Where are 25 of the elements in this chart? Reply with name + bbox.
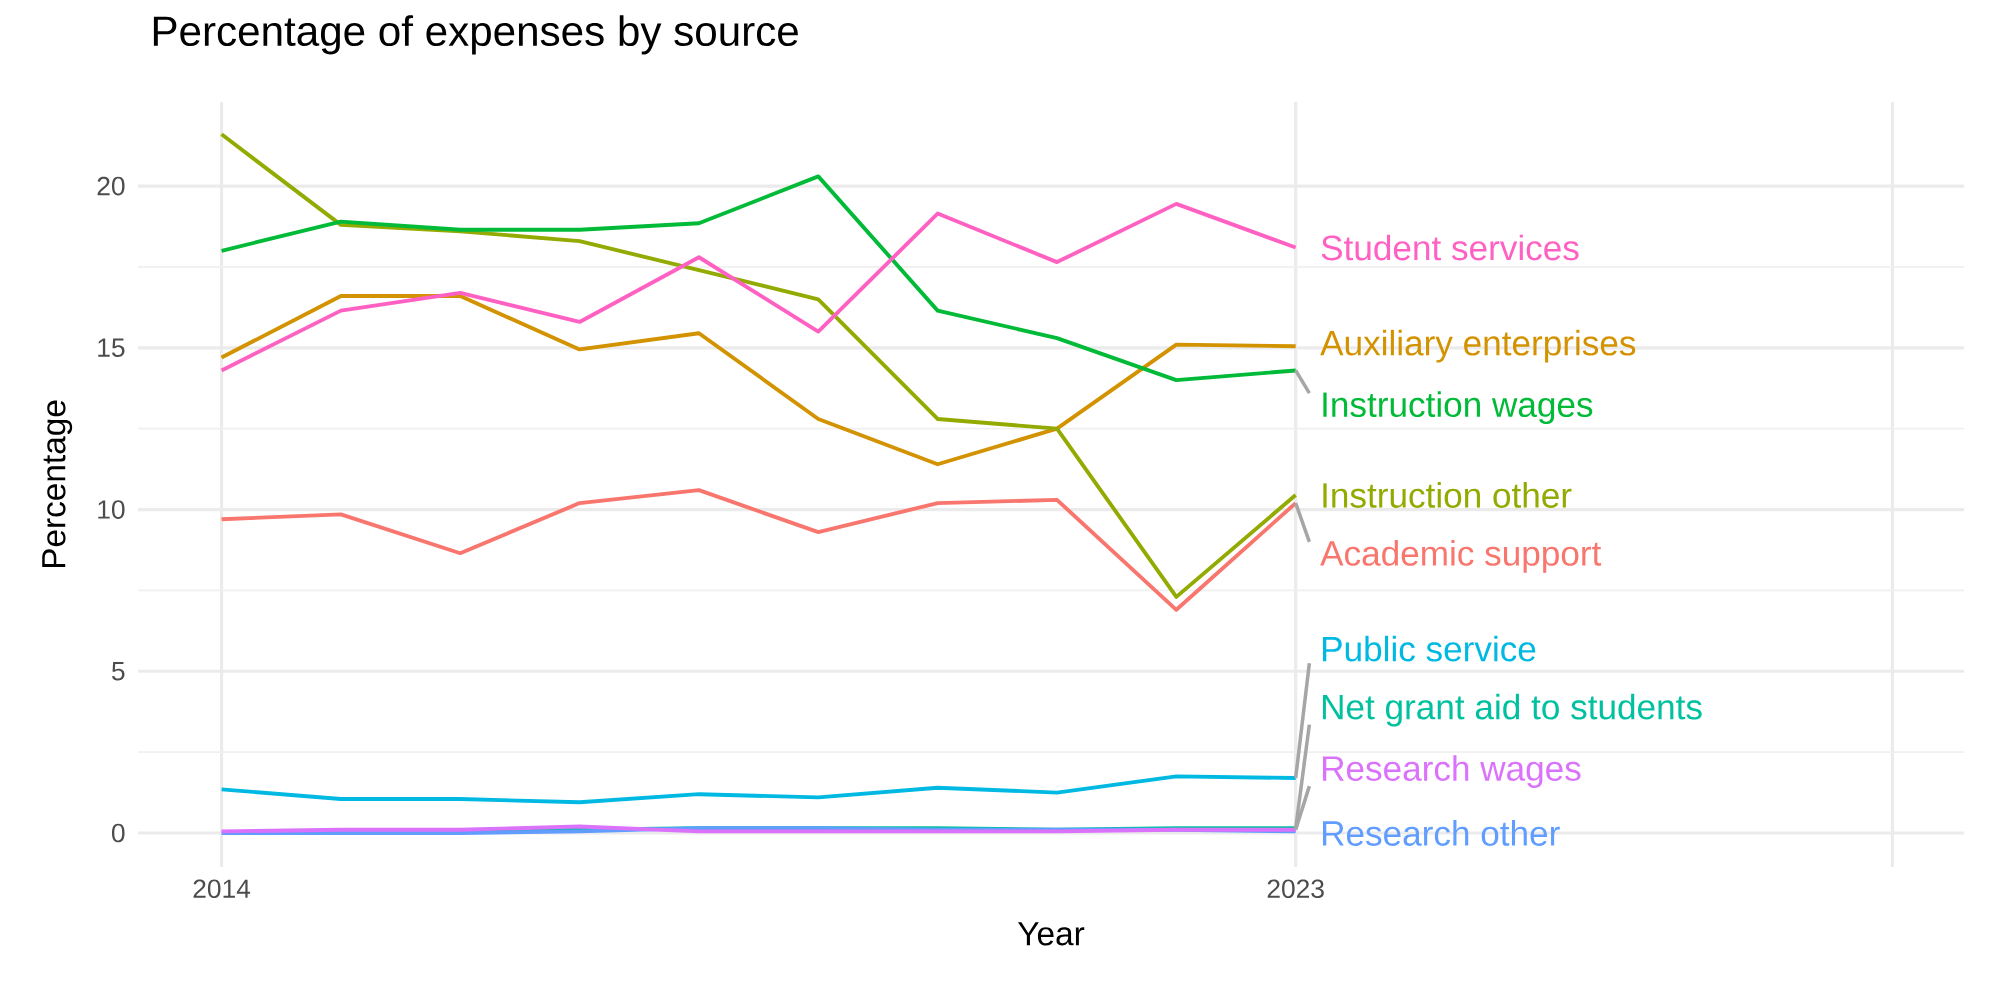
x-tick-label: 2014	[193, 879, 251, 899]
line-series	[219, 294, 1298, 467]
y-tick-label: 20	[97, 176, 125, 196]
y-tick-label: 5	[111, 662, 125, 681]
line-series	[219, 132, 1298, 599]
series-label: Instruction other	[1323, 482, 1572, 508]
line-series	[219, 488, 1298, 612]
text: Net grant aid to students	[1322, 693, 1702, 727]
x-tick-label: 2023	[1267, 879, 1324, 899]
series-label: Student services	[1321, 234, 1579, 261]
y-tick-label: 15	[98, 338, 125, 358]
y-axis-title: Percentage	[42, 400, 73, 568]
x-axis-title: Year	[1018, 922, 1085, 946]
series-label: Academic support	[1320, 540, 1602, 573]
line-series	[219, 174, 1298, 383]
line-series	[219, 774, 1298, 805]
series-label: Research wages	[1322, 755, 1581, 788]
chart-title: Percentage of expenses by source	[153, 15, 798, 55]
line-series	[219, 201, 1298, 373]
series-label: Instruction wages	[1323, 391, 1593, 425]
y-tick-label: 0	[111, 823, 125, 843]
y-tick-label: 10	[98, 500, 125, 519]
series-label: Research other	[1322, 820, 1560, 846]
series-label: Auxiliary enterprises	[1320, 329, 1636, 363]
text: Public service	[1322, 635, 1536, 662]
